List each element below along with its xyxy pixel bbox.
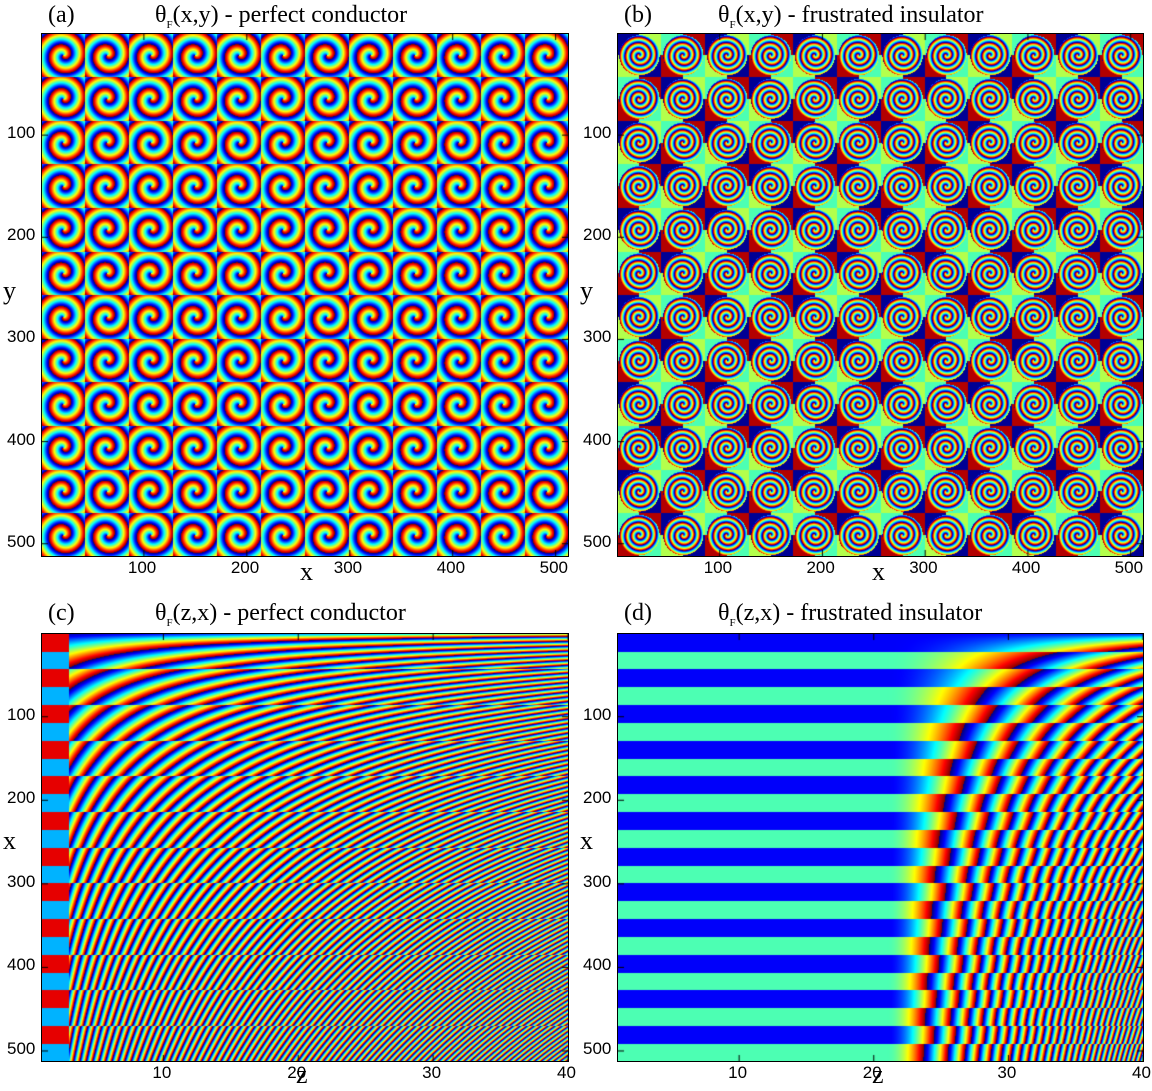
panel-label: (b) (624, 2, 652, 28)
y-tick-label: 200 (583, 225, 612, 245)
chart-title: θF(x,y) - perfect conductor (155, 2, 407, 31)
y-tick-label: 300 (7, 871, 36, 891)
x-tick-label: 300 (333, 558, 363, 577)
y-tick-label: 100 (7, 704, 36, 724)
y-tick-label: 400 (7, 955, 36, 975)
x-tick-label: 200 (806, 558, 835, 577)
y-tick-label: 500 (7, 1038, 36, 1058)
title-subscript: F (166, 18, 173, 31)
x-tick-label: 30 (422, 1063, 442, 1082)
y-axis-label: y (3, 276, 16, 305)
title-theta: θ (718, 600, 730, 626)
heatmap-canvas (41, 633, 569, 1062)
title-theta: θ (155, 600, 167, 626)
x-tick-label: 40 (1132, 1063, 1151, 1082)
x-axis-label: x (300, 557, 313, 586)
y-axis-label: x (3, 826, 16, 855)
x-tick-label: 10 (728, 1063, 748, 1082)
title-text: (x,y) - perfect conductor (172, 2, 408, 28)
x-tick-label: 500 (1114, 558, 1144, 577)
panel-label: (a) (48, 2, 75, 28)
y-tick-label: 100 (583, 704, 612, 724)
title-subscript: F (729, 18, 736, 31)
x-tick-label: 400 (1011, 558, 1041, 577)
y-tick-label: 500 (7, 531, 36, 551)
heatmap-canvas (617, 33, 1144, 557)
x-tick-label: 40 (557, 1063, 576, 1082)
y-tick-label: 400 (583, 429, 612, 449)
panel-label: (d) (624, 600, 652, 626)
title-theta: θ (155, 2, 167, 28)
x-axis-label: x (872, 557, 885, 586)
title-theta: θ (718, 2, 730, 28)
y-tick-label: 500 (583, 531, 612, 551)
y-tick-label: 200 (7, 788, 36, 808)
heatmap-canvas (41, 33, 569, 557)
y-tick-label: 200 (583, 788, 612, 808)
y-axis-label: x (580, 826, 593, 855)
y-tick-label: 400 (7, 429, 36, 449)
y-tick-label: 200 (7, 225, 36, 245)
x-tick-label: 200 (230, 558, 260, 577)
x-tick-label: 100 (127, 558, 157, 577)
title-text: (z,x) - frustrated insulator (735, 600, 983, 626)
chart-title: θF(z,x) - frustrated insulator (718, 600, 982, 629)
heatmap-canvas (617, 633, 1144, 1062)
y-tick-label: 300 (583, 871, 612, 891)
y-tick-label: 100 (7, 123, 36, 143)
x-tick-label: 20 (862, 1063, 882, 1082)
y-tick-label: 300 (583, 327, 612, 347)
x-axis-label: z (872, 1060, 884, 1089)
x-tick-label: 500 (539, 558, 569, 577)
x-tick-label: 400 (436, 558, 466, 577)
y-tick-label: 300 (7, 327, 36, 347)
x-tick-label: 300 (909, 558, 938, 577)
chart-title: θF(z,x) - perfect conductor (155, 600, 406, 629)
y-axis-label: y (580, 276, 593, 305)
title-subscript: F (729, 616, 736, 629)
x-axis-label: z (296, 1060, 308, 1089)
title-text: (z,x) - perfect conductor (172, 600, 406, 626)
x-tick-label: 100 (703, 558, 733, 577)
title-text: (x,y) - frustrated insulator (735, 2, 984, 28)
x-tick-label: 30 (997, 1063, 1017, 1082)
y-tick-label: 400 (583, 955, 612, 975)
x-tick-label: 10 (152, 1063, 172, 1082)
y-tick-label: 100 (583, 123, 612, 143)
title-subscript: F (166, 616, 173, 629)
panel-label: (c) (48, 600, 75, 626)
chart-title: θF(x,y) - frustrated insulator (718, 2, 984, 31)
x-tick-label: 20 (287, 1063, 307, 1082)
y-tick-label: 500 (583, 1038, 612, 1058)
